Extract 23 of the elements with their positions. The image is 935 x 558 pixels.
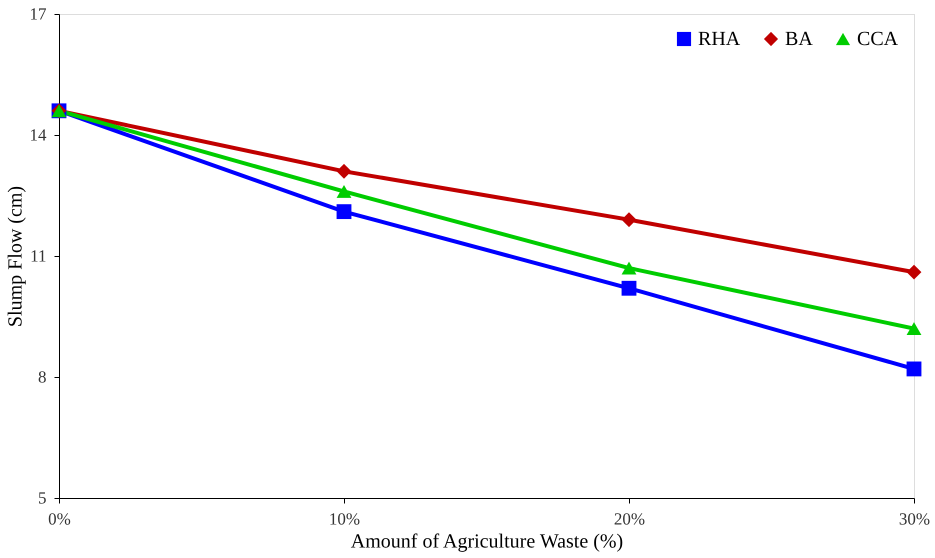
x-axis-title: Amounf of Agriculture Waste (%) [350,530,624,552]
point [906,264,922,280]
y-tick-label: 11 [30,246,46,266]
y-tick-label: 5 [38,488,46,508]
point [622,262,636,275]
point [622,280,636,296]
point [336,204,352,220]
legend-label: CCA [857,28,899,50]
point [336,164,352,179]
x-tick-label: 20% [614,510,646,528]
y-axis-title: Slump Flow (cm) [4,186,26,328]
y-tick-label: 17 [30,4,47,24]
y-tick-label: 8 [38,368,46,386]
point [336,185,352,198]
y-tick-label: 14 [30,126,47,144]
legend-label: BA [785,28,814,50]
point [906,322,922,336]
x-tick-label: 10% [328,510,360,528]
x-tick-label: 30% [898,510,930,528]
point [906,362,922,376]
x-tick-label: 0% [48,510,71,528]
point [622,212,636,228]
legend-label: RHA [698,28,741,50]
